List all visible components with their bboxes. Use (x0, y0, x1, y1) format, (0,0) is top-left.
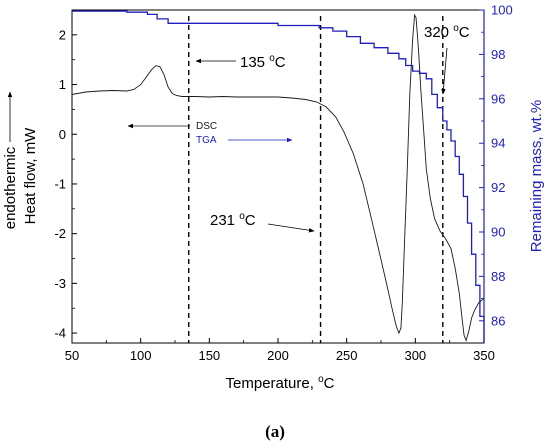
y-left-tick-label: 2 (59, 27, 66, 42)
x-tick-label: 50 (65, 348, 79, 363)
y-right-tick-label: 94 (491, 136, 505, 151)
y-right-tick-label: 96 (491, 91, 505, 106)
panel-label: (a) (265, 422, 285, 441)
y-axis-left-label-line2: Heat flow, mW (22, 127, 39, 225)
x-tick-label: 300 (404, 348, 426, 363)
y-left-tick-label: -2 (54, 226, 66, 241)
y-left-tick-label: 1 (59, 77, 66, 92)
y-right-tick-label: 88 (491, 269, 505, 284)
x-axis-label: Temperature, oC (226, 374, 335, 392)
x-tick-label: 200 (267, 348, 289, 363)
chart-svg: 50 100 150 200 250 300 350 2 1 0 -1 -2 -3 -4 100 98 96… (2, 3, 545, 393)
left-y-axis-ticks: 2 1 0 -1 -2 -3 -4 (54, 27, 77, 341)
y-left-tick-label: 0 (59, 127, 66, 142)
svg-text:135 oC: 135 oC (240, 53, 286, 71)
y-left-tick-label: -3 (54, 276, 66, 291)
x-axis-ticks: 50 100 150 200 250 300 350 (65, 338, 495, 363)
x-tick-label: 350 (473, 348, 495, 363)
degree-symbol: o (318, 374, 324, 385)
y-right-tick-label: 100 (491, 3, 513, 18)
y-axis-left-label-line1: endothermic (2, 146, 19, 229)
degree-symbol: o (269, 53, 275, 64)
y-right-tick-label: 86 (491, 313, 505, 328)
x-tick-label: 150 (198, 348, 220, 363)
temperature-marker-lines (188, 16, 444, 343)
svg-text:320 oC: 320 oC (424, 23, 470, 41)
y-axis-right-label: Remaining mass, wt.% (528, 100, 545, 253)
y-right-tick-label: 92 (491, 180, 505, 195)
y-right-tick-label: 90 (491, 225, 505, 240)
legend-tga-label: TGA (196, 135, 217, 146)
legend-dsc-label: DSC (196, 121, 217, 132)
dsc-series-line (71, 13, 485, 342)
annotation-231c: 231 oC (210, 211, 315, 233)
y-right-tick-label: 98 (491, 47, 505, 62)
x-tick-label: 100 (130, 348, 152, 363)
right-y-axis-ticks: 100 98 96 94 92 90 88 86 (479, 3, 513, 328)
annotation-320c: 320 oC (424, 23, 470, 95)
annotation-135c: 135 oC (195, 53, 286, 71)
y-left-tick-label: -4 (54, 326, 66, 341)
x-tick-label: 250 (336, 348, 358, 363)
svg-text:231 oC: 231 oC (210, 211, 256, 229)
degree-symbol: o (239, 211, 245, 222)
degree-symbol: o (453, 23, 459, 34)
y-left-tick-label: -1 (54, 176, 66, 191)
legend: DSC TGA (127, 121, 293, 146)
